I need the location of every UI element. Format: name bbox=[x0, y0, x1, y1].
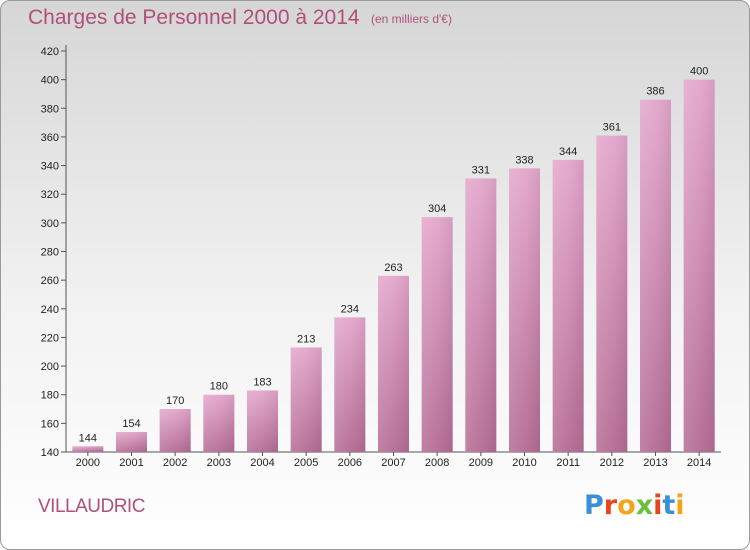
value-label-2010: 338 bbox=[515, 154, 533, 166]
logo-letter: i bbox=[653, 490, 663, 521]
bar-shine-2007 bbox=[378, 275, 409, 452]
bar-shine-2010 bbox=[509, 168, 540, 452]
x-tick-label-2002: 2002 bbox=[163, 457, 187, 469]
bar-shine-2002 bbox=[159, 409, 191, 452]
proxiti-logo: Proxiti bbox=[584, 490, 685, 521]
chart-title: Charges de Personnel 2000 à 2014 bbox=[28, 6, 360, 29]
value-label-2006: 234 bbox=[341, 303, 359, 315]
y-tick-label: 420 bbox=[41, 46, 59, 58]
value-label-2007: 263 bbox=[384, 262, 402, 274]
location-name: VILLAUDRIC bbox=[38, 496, 145, 517]
y-tick-label: 180 bbox=[41, 390, 59, 402]
x-tick-label-2010: 2010 bbox=[512, 457, 536, 469]
bar-shine-2014 bbox=[683, 79, 715, 453]
bar-shine-2004 bbox=[247, 390, 278, 452]
x-tick-label-2003: 2003 bbox=[207, 457, 231, 469]
value-label-2014: 400 bbox=[690, 66, 708, 78]
y-tick-label: 360 bbox=[41, 132, 59, 144]
bar-shine-2012 bbox=[596, 135, 628, 452]
x-tick-label-2005: 2005 bbox=[294, 457, 318, 469]
bar-shine-2008 bbox=[421, 217, 453, 452]
logo-letter: o bbox=[617, 490, 636, 521]
value-label-2009: 331 bbox=[472, 164, 490, 176]
logo-letter: P bbox=[584, 490, 604, 521]
x-tick-label-2001: 2001 bbox=[119, 457, 143, 469]
logo-letter: x bbox=[635, 490, 654, 521]
value-label-2013: 386 bbox=[646, 86, 664, 98]
y-tick-label: 140 bbox=[41, 447, 59, 459]
value-label-2004: 183 bbox=[253, 376, 271, 388]
x-tick-label-2000: 2000 bbox=[76, 457, 100, 469]
bar-shine-2009 bbox=[465, 178, 497, 453]
value-label-2012: 361 bbox=[603, 121, 621, 133]
x-tick-label-2004: 2004 bbox=[250, 457, 274, 469]
bar-shine-2013 bbox=[640, 99, 671, 452]
y-tick-label: 300 bbox=[41, 218, 59, 230]
y-tick-label: 320 bbox=[41, 189, 59, 201]
bar-shine-2005 bbox=[290, 347, 322, 452]
y-tick-label: 340 bbox=[41, 161, 59, 173]
y-tick-label: 380 bbox=[41, 103, 59, 115]
value-label-2001: 154 bbox=[122, 418, 140, 430]
y-tick-label: 280 bbox=[41, 247, 59, 259]
value-label-2002: 170 bbox=[166, 395, 184, 407]
y-tick-label: 220 bbox=[41, 332, 59, 344]
logo-letter: i bbox=[675, 490, 685, 521]
value-label-2005: 213 bbox=[297, 333, 315, 345]
value-label-2000: 144 bbox=[79, 432, 97, 444]
x-tick-label-2014: 2014 bbox=[687, 457, 711, 469]
x-tick-label-2009: 2009 bbox=[469, 457, 493, 469]
x-tick-label-2006: 2006 bbox=[338, 457, 362, 469]
bar-shine-2003 bbox=[203, 394, 235, 452]
y-tick-label: 240 bbox=[41, 304, 59, 316]
y-tick-label: 160 bbox=[41, 418, 59, 430]
value-label-2003: 180 bbox=[210, 381, 228, 393]
bar-shine-2011 bbox=[552, 159, 584, 453]
value-label-2008: 304 bbox=[428, 203, 446, 215]
x-tick-label-2007: 2007 bbox=[381, 457, 405, 469]
bar-shine-2001 bbox=[116, 431, 147, 452]
logo-letter: t bbox=[662, 490, 676, 521]
bar-shine-2006 bbox=[334, 317, 366, 452]
bar-shine-2000 bbox=[72, 446, 104, 452]
value-label-2011: 344 bbox=[559, 146, 577, 158]
y-tick-label: 200 bbox=[41, 361, 59, 373]
x-tick-label-2008: 2008 bbox=[425, 457, 449, 469]
chart-subtitle: (en milliers d'€) bbox=[371, 12, 452, 26]
y-tick-label: 400 bbox=[41, 75, 59, 87]
logo-letter: r bbox=[603, 490, 618, 521]
x-tick-label-2013: 2013 bbox=[643, 457, 667, 469]
x-tick-label-2011: 2011 bbox=[556, 457, 580, 469]
x-tick-label-2012: 2012 bbox=[600, 457, 624, 469]
y-tick-label: 260 bbox=[41, 275, 59, 287]
